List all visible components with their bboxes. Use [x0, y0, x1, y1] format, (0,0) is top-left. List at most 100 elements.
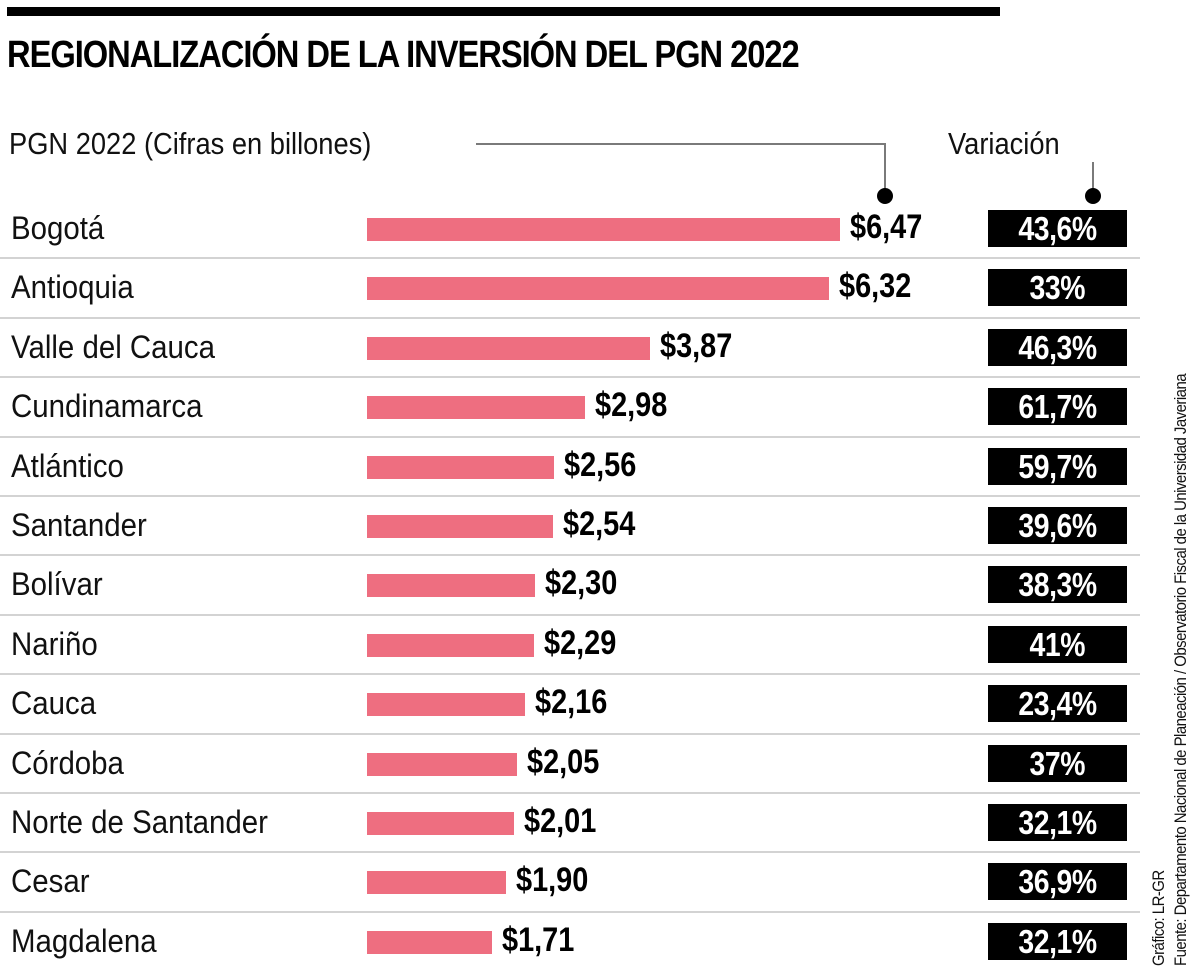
variation-value: 41% — [1029, 625, 1086, 663]
chart-row: Cesar $1,90 36,9% — [0, 853, 1140, 913]
source-credit: Fuente: Departamento Nacional de Planeac… — [1171, 373, 1190, 966]
bar — [367, 871, 506, 895]
row-divider — [0, 732, 1140, 735]
chart-row: Cauca $2,16 23,4% — [0, 675, 1140, 735]
chart-subtitle: PGN 2022 (Cifras en billones) — [9, 126, 372, 161]
value-leader-drop — [884, 143, 886, 190]
chart-row: Nariño $2,29 41% — [0, 616, 1140, 676]
variation-value: 36,9% — [1018, 863, 1097, 901]
value-leader-line — [476, 143, 886, 145]
category-label: Córdoba — [11, 744, 124, 781]
variation-value: 43,6% — [1018, 210, 1097, 247]
category-label: Cesar — [11, 863, 90, 900]
bar — [367, 811, 514, 835]
variation-value: 33% — [1029, 269, 1086, 307]
variation-badge: 37% — [988, 744, 1127, 782]
value-label: $6,32 — [839, 267, 912, 306]
row-divider — [0, 376, 1140, 379]
value-label: $2,54 — [562, 504, 636, 543]
chart-row: Valle del Cauca $3,87 46,3% — [0, 319, 1140, 379]
value-label: $2,16 — [534, 683, 608, 722]
bar — [367, 277, 830, 301]
chart-row: Córdoba $2,05 37% — [0, 735, 1140, 794]
variation-column-header: Variación — [948, 126, 1060, 161]
bar — [367, 930, 492, 954]
variation-badge: 32,1% — [988, 803, 1127, 841]
variation-badge: 43,6% — [988, 210, 1127, 247]
value-label: $2,30 — [545, 564, 618, 603]
chart-row: Bogotá $6,47 43,6% — [0, 200, 1140, 260]
variation-badge: 38,3% — [988, 566, 1127, 604]
category-label: Santander — [11, 506, 147, 543]
value-label: $2,98 — [594, 386, 668, 425]
variation-badge: 61,7% — [988, 388, 1127, 426]
bar — [367, 752, 517, 776]
value-label: $2,56 — [564, 445, 637, 484]
bar — [367, 633, 535, 657]
category-label: Cauca — [11, 685, 97, 722]
category-label: Bolívar — [11, 566, 103, 603]
variation-badge: 32,1% — [988, 922, 1127, 960]
top-rule — [7, 7, 1000, 16]
graphic-credit: Gráfico: LR-GR — [1149, 870, 1168, 966]
variation-badge: 36,9% — [988, 863, 1127, 901]
variation-leader-dot-icon — [1085, 188, 1101, 204]
row-divider — [0, 316, 1140, 319]
variation-badge: 46,3% — [988, 328, 1127, 366]
row-divider — [0, 435, 1140, 438]
chart-row: Atlántico $2,56 59,7% — [0, 438, 1140, 497]
category-label: Antioquia — [11, 269, 134, 306]
value-label: $1,90 — [515, 861, 589, 900]
row-divider — [0, 673, 1140, 676]
row-divider — [0, 791, 1140, 794]
row-divider — [0, 851, 1140, 854]
value-label: $2,01 — [523, 801, 597, 840]
variation-badge: 23,4% — [988, 685, 1127, 723]
chart-row: Magdalena $1,71 32,1% — [0, 913, 1140, 972]
bar — [367, 396, 585, 420]
variation-badge: 39,6% — [988, 506, 1127, 544]
variation-badge: 59,7% — [988, 447, 1127, 485]
value-leader-dot-icon — [877, 188, 893, 204]
variation-value: 38,3% — [1018, 566, 1097, 604]
value-label: $2,29 — [544, 623, 617, 662]
variation-value: 39,6% — [1018, 506, 1097, 544]
variation-value: 59,7% — [1018, 447, 1097, 485]
row-divider — [0, 554, 1140, 557]
bar — [367, 574, 536, 598]
category-label: Norte de Santander — [11, 803, 268, 840]
value-label: $3,87 — [659, 326, 733, 365]
credits: Gráfico: LR-GR Fuente: Departamento Naci… — [1148, 293, 1192, 966]
variation-value: 32,1% — [1018, 922, 1097, 960]
category-label: Atlántico — [11, 447, 124, 484]
row-divider — [0, 494, 1140, 497]
variation-value: 32,1% — [1018, 803, 1097, 841]
bar-chart: Bogotá $6,47 43,6% Antioquia $6,32 33% Valle d… — [0, 200, 1140, 972]
category-label: Magdalena — [11, 922, 157, 959]
value-label: $6,47 — [850, 208, 923, 246]
bar — [367, 455, 555, 479]
variation-value: 61,7% — [1018, 388, 1097, 426]
category-label: Bogotá — [11, 210, 105, 246]
row-divider — [0, 613, 1140, 616]
category-label: Valle del Cauca — [11, 328, 216, 365]
category-label: Nariño — [11, 625, 98, 662]
chart-row: Cundinamarca $2,98 61,7% — [0, 378, 1140, 438]
bar — [367, 514, 553, 538]
chart-title: REGIONALIZACIÓN DE LA INVERSIÓN DEL PGN … — [7, 34, 800, 76]
row-divider — [0, 910, 1140, 913]
category-label: Cundinamarca — [11, 388, 203, 425]
variation-badge: 41% — [988, 625, 1127, 663]
variation-leader-drop — [1092, 162, 1094, 190]
row-divider — [0, 257, 1140, 260]
variation-value: 46,3% — [1018, 328, 1097, 366]
chart-row: Santander $2,54 39,6% — [0, 497, 1140, 557]
variation-badge: 33% — [988, 269, 1127, 307]
chart-row: Norte de Santander $2,01 32,1% — [0, 794, 1140, 854]
bar — [367, 336, 650, 360]
value-label: $1,71 — [502, 920, 575, 959]
bar — [367, 218, 840, 241]
bar — [367, 693, 525, 717]
variation-value: 23,4% — [1018, 685, 1097, 723]
chart-row: Antioquia $6,32 33% — [0, 259, 1140, 319]
